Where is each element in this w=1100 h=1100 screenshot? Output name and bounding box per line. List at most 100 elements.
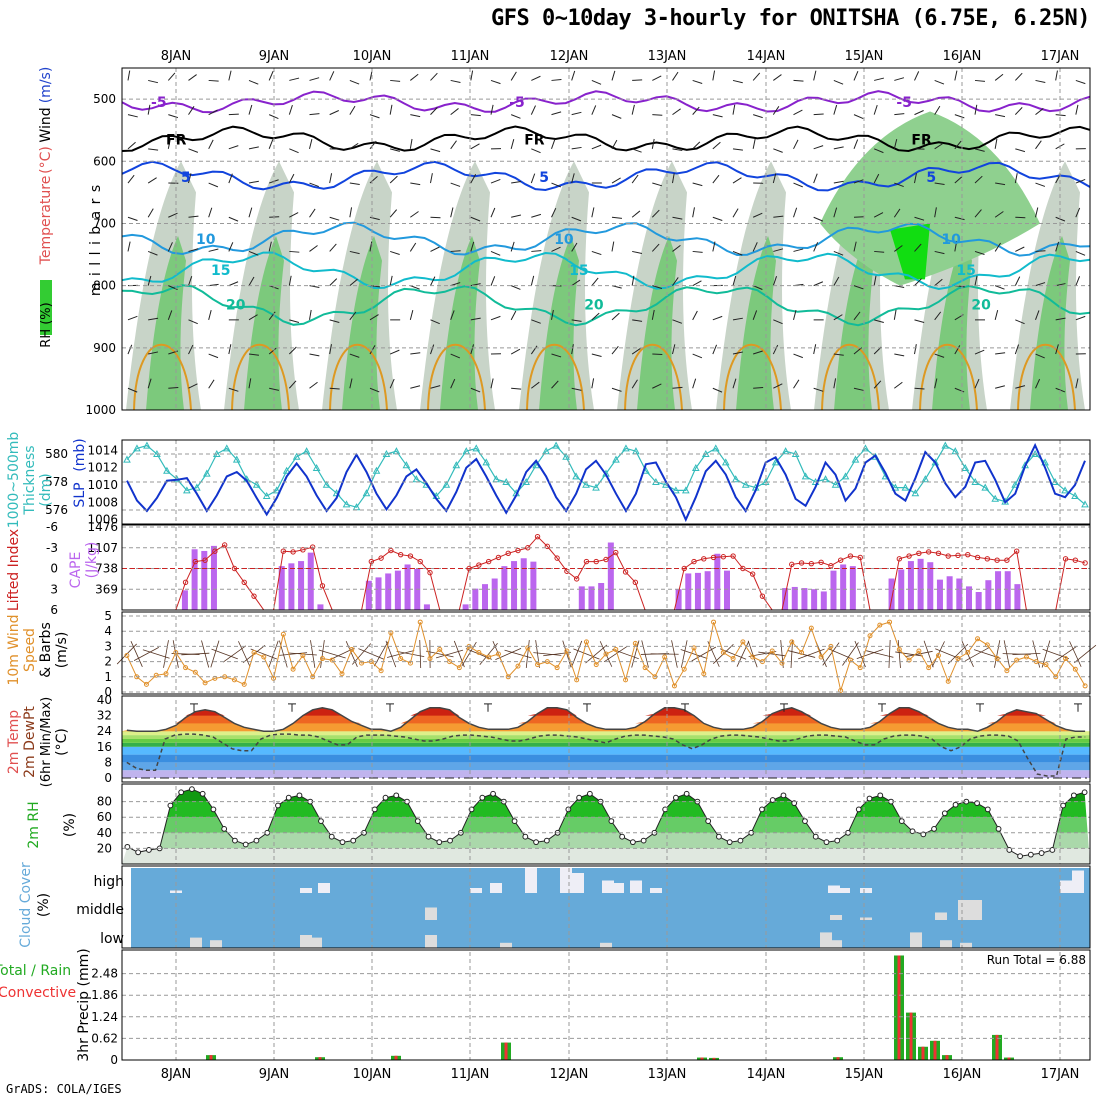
wind-barb [692,353,703,359]
lifted-index-point [241,579,247,586]
wind-barb [1014,173,1018,184]
bottom-day-label: 14JAN [747,1067,786,1082]
lifted-index-point [798,560,805,566]
wind-barb [390,79,401,82]
wind10m-barb [1041,640,1051,668]
precip-conv-bar [394,1055,398,1060]
slp-line [126,442,1086,523]
lifted-index-point [691,558,697,565]
wind10m-point [613,646,619,652]
wind-barb [289,77,300,81]
wind10m-point [887,619,893,625]
wind10m-barb [994,640,1001,668]
thickness-point [362,489,371,497]
wind-barb [329,71,335,81]
wind-barb [551,139,556,150]
wind-barb [409,310,414,320]
cloud-bar [1060,880,1072,893]
wind-barb [732,104,736,115]
wind-barb [148,148,159,151]
precip-conv-bar [712,1057,716,1060]
wind-barb [712,344,718,355]
wind-barb [430,107,438,115]
wind-barb [631,348,641,355]
upper-air-axis-title: m i l l i b a r s [88,184,104,296]
thickness-point [143,441,151,449]
wind-barb [329,173,333,184]
wind10m-point [857,665,863,671]
wind-barb [1055,317,1066,321]
lifted-index-point [974,554,981,561]
thickness-unit-label: (dm) [38,473,54,506]
wind-barb [672,344,676,355]
lifted-index-point [857,554,863,561]
wind-barb [1035,378,1041,389]
wind-barb [853,71,859,81]
wind-barb [288,104,293,115]
wind-barb [490,378,494,389]
isotherm-label: 15 [956,263,975,279]
wind-barb [954,70,958,81]
bottom-day-label: 17JAN [1041,1067,1080,1082]
wind10m-point [1014,657,1020,663]
isotherm-line [121,251,1091,291]
lifted-index-point [710,554,717,561]
wind-barb [772,173,777,184]
bottom-day-label: 13JAN [648,1067,687,1082]
lifted-index-point [1004,557,1010,563]
wind-barb [147,275,152,286]
wind10m-point [319,656,325,662]
wind-barb [631,148,642,153]
wind-barb [551,207,557,218]
rh-point [436,839,443,846]
wind-barb [127,344,133,355]
lifted-index-point [828,563,834,569]
cape-bar [423,604,430,610]
thickness-point [322,480,331,488]
wind-barb [651,138,655,149]
wind-barb [1015,216,1026,219]
wind-barb [672,244,681,252]
wind-barb [510,114,521,119]
wind10m-barb [533,652,562,656]
wind-barb [268,241,272,252]
wind-barb [288,173,295,184]
wind-barb [450,250,461,252]
cape-bar [298,561,305,610]
wind-barb [692,280,702,287]
temperature-axis-label: Temperature [38,176,54,266]
wind-barb [268,139,274,150]
lifted-index-point [994,557,1000,563]
wind-barb [793,379,800,389]
wind-barb [631,174,639,184]
wind-barb [228,173,233,184]
temperature-band [122,746,1090,755]
wind-barb [188,319,198,325]
wind-barb [148,317,159,321]
wind-barb [329,243,337,252]
wind10m-point [261,654,267,660]
cape-bar [723,570,731,610]
wind-barb [632,319,643,322]
thickness-panel [121,439,1091,525]
li-tick-label: 3 [50,582,58,596]
lifted-index-point [632,579,639,586]
wind-barb [369,241,373,252]
rh-point [737,837,744,844]
wind-barb [591,250,602,256]
wind-barb [974,275,978,286]
lifted-index-point [212,548,218,554]
wind10m-barb [238,641,251,667]
rh-point [898,818,905,824]
wind-barb [349,105,356,115]
wind-barb [289,319,300,324]
isotherm-label: 10 [196,232,216,248]
wind-barb [188,74,197,81]
wind10m-barb [210,640,220,668]
wind10m-axis-label: Speed [22,628,38,672]
wind-barb [390,148,400,152]
wind10m-barb [897,640,901,668]
thickness-point [691,463,700,471]
wind-barb [531,381,540,389]
